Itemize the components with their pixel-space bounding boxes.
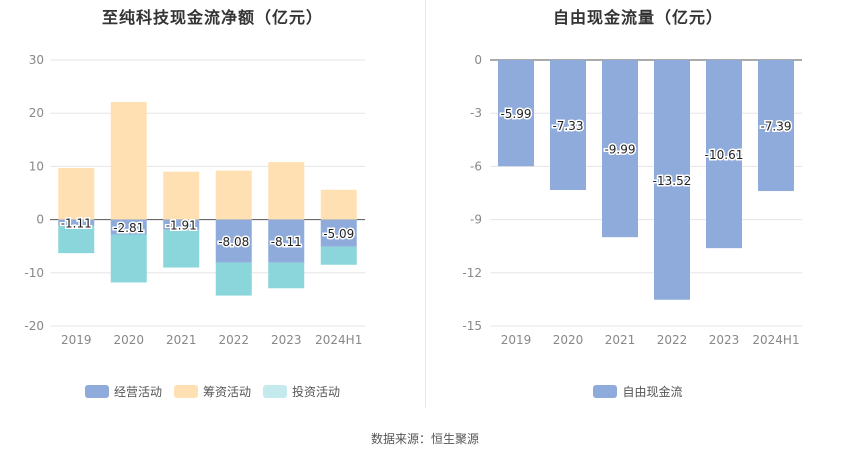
- legend-label: 自由现金流: [622, 385, 683, 399]
- chart-title: 自由现金流量（亿元）: [552, 8, 723, 27]
- x-tick-label: 2022: [657, 333, 688, 347]
- y-tick-label: -9: [470, 213, 482, 227]
- legend-swatch: [593, 385, 618, 398]
- x-tick-label: 2022: [218, 333, 249, 347]
- bar-free-cash-flow: [602, 60, 638, 238]
- chart-legend: 经营活动 筹资活动 投资活动: [0, 383, 425, 400]
- data-label: -8.11: [271, 235, 302, 249]
- bar-investing: [163, 229, 200, 268]
- bar-free-cash-flow: [550, 60, 586, 190]
- x-tick-label: 2024H1: [752, 333, 799, 347]
- data-label: -5.99: [500, 107, 531, 121]
- y-tick-label: -6: [470, 159, 482, 173]
- bar-operating: [215, 219, 252, 263]
- chart-legend: 自由现金流: [426, 383, 850, 400]
- bar-free-cash-flow: [498, 60, 534, 167]
- bar-investing: [58, 225, 95, 254]
- y-tick-label: 30: [29, 53, 44, 67]
- legend-swatch: [173, 385, 198, 398]
- legend-label: 经营活动: [113, 385, 162, 399]
- legend-item-free-cash-flow[interactable]: 自由现金流: [593, 383, 683, 400]
- bar-financing: [58, 167, 95, 220]
- bar-operating: [163, 219, 200, 230]
- legend-swatch: [263, 385, 287, 398]
- y-tick-label: 20: [29, 106, 44, 120]
- legend-item-financing[interactable]: 筹资活动: [173, 383, 251, 400]
- y-tick-label: -10: [24, 266, 44, 280]
- data-label: -2.81: [113, 221, 144, 235]
- y-tick-label: -15: [462, 319, 482, 333]
- bar-operating: [320, 219, 357, 247]
- y-tick-label: 0: [474, 53, 482, 67]
- data-label: -10.61: [705, 148, 744, 162]
- x-tick-label: 2019: [501, 333, 532, 347]
- free-cash-flow-plot: 0 -3 -6 -9 -12 -15 -5.99 2019 -7.33 2020 -9.99 2021…: [462, 53, 802, 347]
- x-tick-label: 2023: [709, 333, 740, 347]
- cash-flow-net-chart: 至纯科技现金流净额（亿元） 30 20 10 0 -10 -20 -1.11 2019 -2.8…: [0, 0, 425, 410]
- panel-divider: [425, 0, 426, 408]
- bar-free-cash-flow: [758, 60, 794, 192]
- legend-item-operating[interactable]: 经营活动: [84, 383, 162, 400]
- data-label: -9.99: [604, 143, 635, 157]
- data-label: -13.52: [653, 174, 692, 188]
- bar-financing: [215, 170, 252, 220]
- x-tick-label: 2021: [166, 333, 197, 347]
- bar-operating: [110, 219, 147, 235]
- bar-operating: [58, 219, 95, 226]
- bar-financing: [163, 171, 200, 220]
- x-tick-label: 2019: [61, 333, 92, 347]
- x-tick-label: 2020: [113, 333, 144, 347]
- y-tick-label: -3: [470, 106, 482, 120]
- data-label: -7.39: [760, 120, 791, 134]
- data-label: -1.11: [61, 217, 92, 231]
- data-label: -7.33: [552, 119, 583, 133]
- y-tick-label: -20: [24, 319, 44, 333]
- x-tick-label: 2020: [553, 333, 584, 347]
- legend-label: 投资活动: [292, 385, 341, 399]
- data-label: -1.91: [166, 219, 197, 233]
- bar-investing: [320, 246, 357, 265]
- bar-free-cash-flow: [654, 60, 690, 300]
- x-tick-label: 2021: [605, 333, 636, 347]
- x-tick-label: 2023: [271, 333, 302, 347]
- bar-operating: [268, 219, 305, 263]
- legend-label: 筹资活动: [202, 385, 251, 399]
- bar-investing: [215, 262, 252, 296]
- bar-financing: [320, 189, 357, 220]
- y-tick-label: 0: [36, 213, 44, 227]
- bar-financing: [110, 102, 147, 220]
- legend-item-investing[interactable]: 投资活动: [263, 383, 340, 400]
- chart-title: 至纯科技现金流净额（亿元）: [101, 8, 323, 27]
- data-label: -8.08: [218, 235, 249, 249]
- bar-investing: [268, 262, 305, 289]
- bar-financing: [268, 162, 305, 220]
- y-tick-label: 10: [29, 159, 44, 173]
- cash-flow-net-plot: 30 20 10 0 -10 -20 -1.11 2019 -2.81 2020 -1.91 2021…: [24, 53, 365, 347]
- data-source-note: 数据来源：恒生聚源: [370, 432, 479, 446]
- free-cash-flow-chart: 自由现金流量（亿元） 0 -3 -6 -9 -12 -15 -5.99 2019 -7.33 20…: [426, 0, 850, 410]
- bar-free-cash-flow: [706, 60, 742, 249]
- y-tick-label: -12: [462, 266, 482, 280]
- legend-swatch: [84, 385, 109, 398]
- bar-investing: [110, 234, 147, 283]
- data-label: -5.09: [323, 227, 354, 241]
- x-tick-label: 2024H1: [315, 333, 362, 347]
